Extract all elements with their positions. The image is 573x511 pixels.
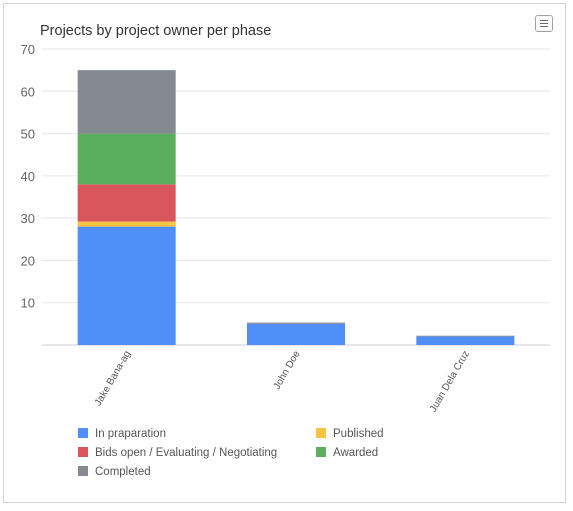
legend-swatch bbox=[78, 428, 88, 438]
bar-segment bbox=[77, 226, 176, 345]
y-tick-label: 10 bbox=[21, 296, 35, 311]
legend-label: Awarded bbox=[333, 447, 379, 459]
bar-segment bbox=[77, 184, 176, 222]
y-tick-label: 50 bbox=[21, 127, 35, 142]
legend-swatch bbox=[78, 447, 88, 457]
bar-segment bbox=[77, 70, 176, 134]
legend-swatch bbox=[316, 428, 326, 438]
bar-segment bbox=[416, 336, 515, 345]
menu-line bbox=[540, 20, 548, 21]
x-category-label: John Doe bbox=[272, 349, 303, 392]
bar-segment bbox=[77, 133, 176, 185]
bar-segment bbox=[247, 323, 345, 345]
legend-label: Bids open / Evaluating / Negotiating bbox=[95, 447, 278, 459]
legend-item[interactable]: Completed bbox=[78, 465, 151, 479]
legend-item[interactable]: In praparation bbox=[78, 427, 166, 441]
x-category-label: Juan Dela Cruz bbox=[428, 349, 472, 414]
legend-item[interactable]: Published bbox=[316, 427, 384, 441]
bar-segment bbox=[77, 221, 176, 227]
y-tick-label: 60 bbox=[21, 84, 35, 99]
y-tick-label: 70 bbox=[21, 42, 35, 57]
y-tick-label: 30 bbox=[21, 211, 35, 226]
legend-label: Published bbox=[333, 428, 384, 440]
menu-line bbox=[540, 23, 548, 24]
legend-swatch bbox=[316, 447, 326, 457]
legend-label: In praparation bbox=[95, 428, 166, 440]
legend-item[interactable]: Bids open / Evaluating / Negotiating bbox=[78, 446, 277, 460]
bar-segment bbox=[247, 322, 345, 324]
legend-item[interactable]: Awarded bbox=[316, 446, 378, 460]
chart-title: Projects by project owner per phase bbox=[40, 23, 272, 39]
y-tick-label: 20 bbox=[21, 253, 35, 268]
y-tick-label: 40 bbox=[21, 169, 35, 184]
x-category-label: Jake Bana-ag bbox=[93, 349, 133, 408]
legend-label: Completed bbox=[95, 466, 151, 478]
hamburger-menu-icon[interactable] bbox=[535, 15, 553, 32]
bar-segment bbox=[416, 335, 515, 337]
legend-swatch bbox=[78, 466, 88, 476]
menu-line bbox=[540, 26, 548, 27]
